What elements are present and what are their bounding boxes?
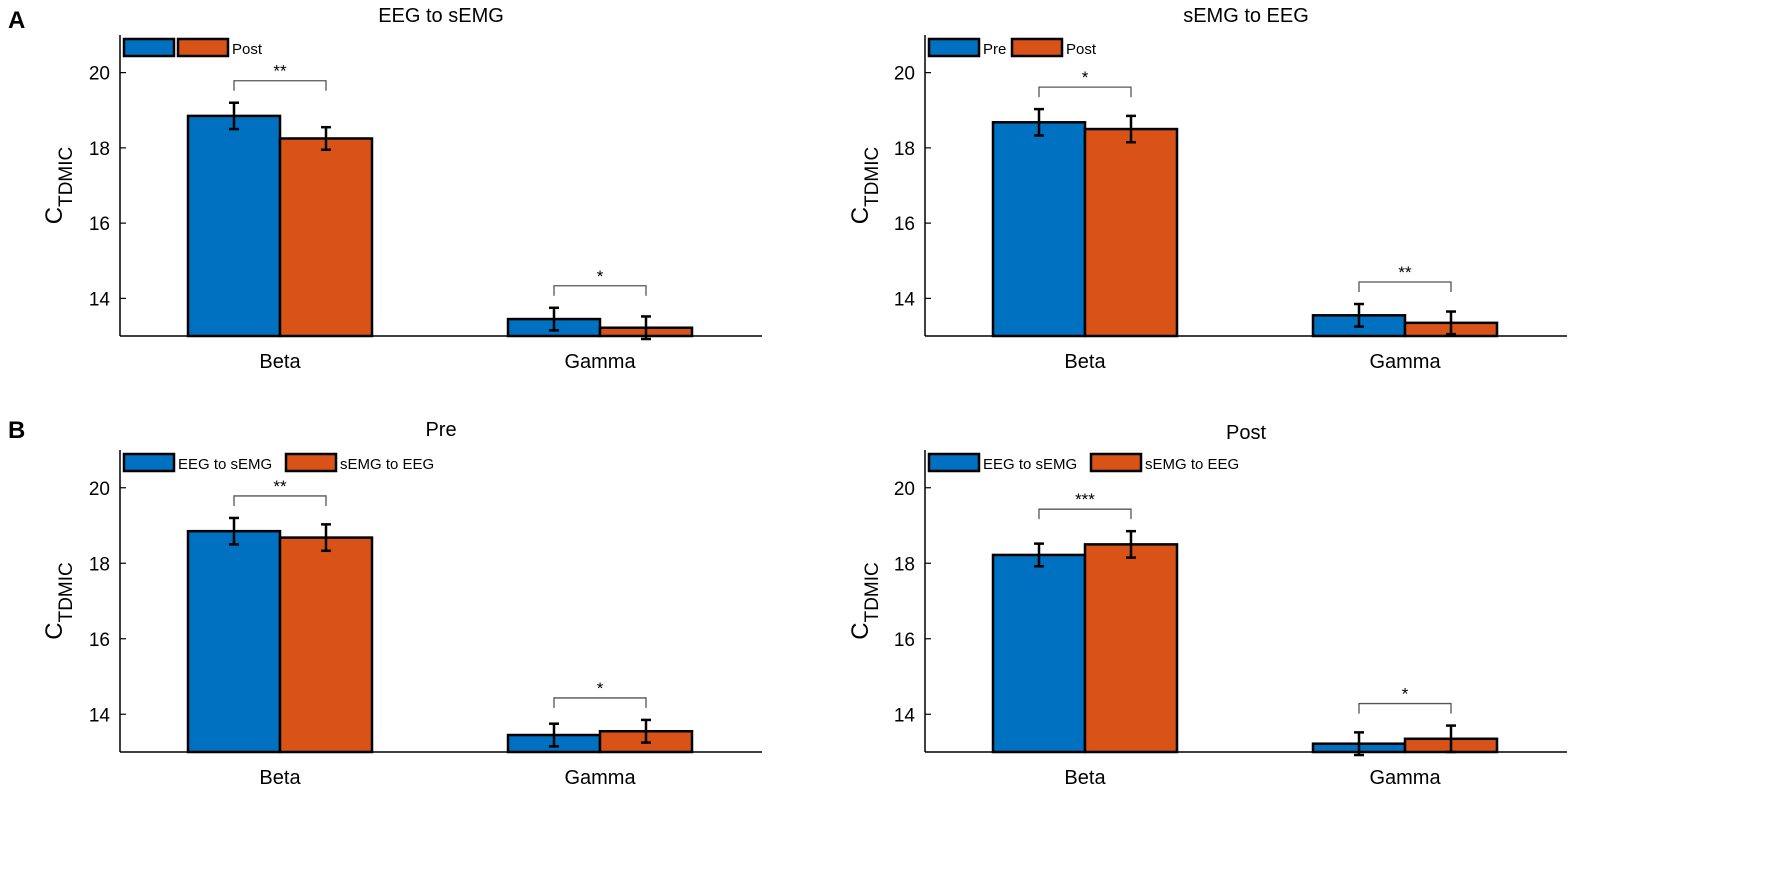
- legend-swatch: [1010, 37, 1064, 58]
- x-tick-label: Gamma: [1369, 351, 1441, 373]
- legend-label: sEMG to EEG: [340, 456, 434, 473]
- y-axis-label: CTDMIC: [41, 562, 77, 640]
- significance-bracket: [553, 697, 647, 708]
- y-axis-label-subscript: TDMIC: [56, 147, 77, 207]
- x-tick-label: Beta: [259, 351, 301, 373]
- y-axis-label: CTDMIC: [847, 562, 883, 640]
- legend-swatch: [927, 452, 981, 473]
- significance-bracket: [553, 285, 647, 296]
- bar: [186, 529, 282, 754]
- y-tick-label: 16: [894, 214, 915, 235]
- significance-bracket: [233, 495, 327, 506]
- x-tick-label: Beta: [1064, 767, 1106, 789]
- y-tick-label: 16: [89, 630, 110, 651]
- bar: [1083, 543, 1179, 754]
- legend-swatch: [122, 452, 176, 473]
- y-tick-label: 18: [894, 139, 915, 160]
- x-tick-label: Gamma: [564, 351, 636, 373]
- x-tick-label: Gamma: [1369, 767, 1441, 789]
- y-axis-label-main: C: [41, 207, 68, 224]
- significance-bracket: [1038, 508, 1132, 520]
- panel-label-b: B: [8, 417, 25, 444]
- significance-bracket: [233, 80, 327, 91]
- y-axis-label-main: C: [847, 207, 874, 224]
- y-axis-label-subscript: TDMIC: [56, 562, 77, 622]
- significance-label: *: [1402, 685, 1409, 704]
- y-tick-label: 20: [894, 64, 915, 85]
- legend-swatch: [927, 37, 981, 58]
- significance-bracket: [1358, 702, 1452, 714]
- bar: [1083, 127, 1179, 338]
- legend-label: sEMG to EEG: [1145, 456, 1239, 473]
- legend-label: Pre: [983, 41, 1006, 58]
- legend-swatch: [284, 452, 338, 473]
- significance-label: **: [1398, 263, 1412, 282]
- bar: [991, 121, 1087, 338]
- x-tick-label: Gamma: [564, 767, 636, 789]
- x-tick-label: Beta: [1064, 351, 1106, 373]
- y-tick-label: 20: [89, 64, 110, 85]
- y-tick-label: 18: [89, 139, 110, 160]
- y-axis-label: CTDMIC: [847, 147, 883, 225]
- y-tick-label: 18: [894, 554, 915, 575]
- significance-label: **: [273, 477, 287, 496]
- significance-label: **: [273, 62, 287, 81]
- y-tick-label: 14: [894, 705, 916, 726]
- bar: [278, 137, 374, 338]
- significance-label: *: [1082, 68, 1089, 87]
- y-axis-label-main: C: [847, 622, 874, 639]
- y-axis-label: CTDMIC: [41, 147, 77, 225]
- legend-label: Post: [232, 41, 263, 58]
- significance-bracket: [1358, 281, 1452, 293]
- y-axis-label-subscript: TDMIC: [862, 562, 883, 622]
- y-axis-label-subscript: TDMIC: [862, 147, 883, 207]
- chart-title: sEMG to EEG: [1183, 5, 1309, 27]
- chart-title: EEG to sEMG: [378, 5, 504, 27]
- legend-swatch: [176, 37, 230, 58]
- y-tick-label: 20: [894, 479, 915, 500]
- y-tick-label: 16: [89, 214, 110, 235]
- bar: [186, 114, 282, 338]
- significance-label: *: [597, 267, 604, 286]
- legend-swatch: [122, 37, 176, 58]
- significance-label: *: [597, 679, 604, 698]
- legend-label: EEG to sEMG: [178, 456, 272, 473]
- y-tick-label: 14: [89, 289, 111, 310]
- legend-swatch: [1089, 452, 1143, 473]
- y-tick-label: 14: [89, 705, 111, 726]
- legend-label: Post: [1066, 41, 1097, 58]
- chart-1: EEG to sEMG14161820CTDMICBetaGamma***Pre…: [41, 5, 762, 373]
- significance-bracket: [1038, 86, 1132, 98]
- bar: [278, 536, 374, 754]
- chart-title: Pre: [425, 419, 456, 441]
- significance-label: ***: [1075, 490, 1095, 509]
- legend-label: EEG to sEMG: [983, 456, 1077, 473]
- panel-label-a: A: [8, 7, 25, 34]
- chart-title: Post: [1226, 422, 1266, 444]
- x-tick-label: Beta: [259, 767, 301, 789]
- charts-container: EEG to sEMG14161820CTDMICBetaGamma***Pre…: [41, 5, 1567, 789]
- y-tick-label: 18: [89, 554, 110, 575]
- y-axis-label-main: C: [41, 622, 68, 639]
- y-tick-label: 16: [894, 630, 915, 651]
- y-tick-label: 14: [894, 289, 916, 310]
- y-tick-label: 20: [89, 479, 110, 500]
- bar: [991, 553, 1087, 754]
